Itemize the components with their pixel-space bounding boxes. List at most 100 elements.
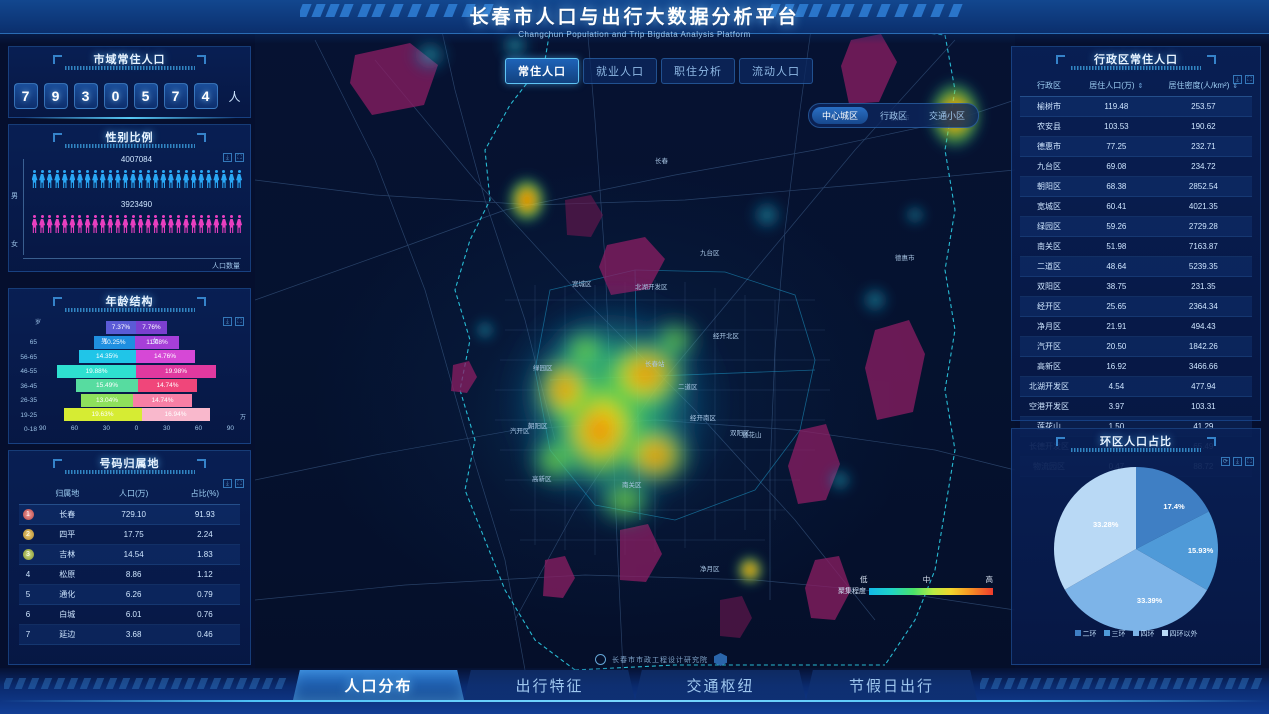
ring-pie-chart[interactable]: 17.4% 15.93% 33.39% 33.28% 二环 三环 四环 四环以外 <box>1012 455 1260 645</box>
pie-slice[interactable] <box>1136 467 1209 549</box>
map-tab-bar[interactable]: 常住人口 就业人口 职住分析 流动人口 <box>505 58 813 84</box>
table-row[interactable]: 空港开发区 3.97 103.31 <box>1020 396 1252 417</box>
download-icon[interactable]: ⤓ <box>223 479 232 488</box>
table-row[interactable]: 榆树市 119.48 253.57 <box>1020 96 1252 117</box>
expand-icon[interactable]: ⛶ <box>235 317 244 326</box>
emblem-icon <box>714 653 727 666</box>
row-density: 3466.66 <box>1154 356 1252 377</box>
legend-swatch <box>1074 630 1081 636</box>
table-row[interactable]: 朝阳区 68.38 2852.54 <box>1020 176 1252 197</box>
pyramid-bar-male: 10.25% <box>94 335 135 349</box>
sort-icon[interactable]: ⇕ <box>1137 83 1144 90</box>
bottom-nav-item[interactable]: 交通枢纽 <box>635 670 806 700</box>
panel-tools-ring[interactable]: ⟳ ⤓ ⛶ <box>1221 457 1254 466</box>
table-row[interactable]: 经开区 25.65 2364.34 <box>1020 296 1252 317</box>
refresh-icon[interactable]: ⟳ <box>1221 457 1230 466</box>
panel-gender-ratio: 性别比例 ⤓ ⛶ 男 女 4007084 3923490 人口数量 <box>8 124 251 272</box>
table-row[interactable]: 南关区 51.98 7163.87 <box>1020 236 1252 257</box>
panel-tools-age[interactable]: ⤓ ⛶ <box>223 317 244 326</box>
decorative-bar <box>1211 678 1224 689</box>
decorative-bar <box>131 678 144 689</box>
panel-tools-district[interactable]: ⤓ ⛶ <box>1233 75 1254 84</box>
row-district: 农安县 <box>1020 116 1078 137</box>
table-row[interactable]: 农安县 103.53 190.62 <box>1020 116 1252 137</box>
map-scope-option[interactable]: 中心城区 <box>812 107 869 124</box>
expand-icon[interactable]: ⛶ <box>235 153 244 162</box>
table-column-header[interactable]: 居住人口(万) ⇕ <box>1078 75 1155 97</box>
table-row[interactable]: 宽城区 60.41 4021.35 <box>1020 196 1252 217</box>
panel-tools-origin[interactable]: ⤓ ⛶ <box>223 479 244 488</box>
pie-legend-item[interactable]: 二环 <box>1074 629 1097 639</box>
download-icon[interactable]: ⤓ <box>223 317 232 326</box>
decorative-bar <box>1055 678 1068 689</box>
row-district: 九台区 <box>1020 156 1078 177</box>
map-tab[interactable]: 常住人口 <box>505 58 579 84</box>
table-row[interactable]: 双阳区 38.75 231.35 <box>1020 276 1252 297</box>
pie-slice[interactable] <box>1136 511 1218 590</box>
pie-slice[interactable] <box>1064 549 1208 631</box>
table-row[interactable]: 3 吉林 14.54 1.83 <box>19 544 240 565</box>
download-icon[interactable]: ⤓ <box>1233 457 1242 466</box>
map-tab[interactable]: 就业人口 <box>583 58 657 84</box>
pie-legend-item[interactable]: 四环以外 <box>1161 629 1198 639</box>
table-row[interactable]: 5 通化 6.26 0.79 <box>19 584 240 605</box>
female-figure-icon <box>76 215 83 237</box>
table-header-row[interactable]: 行政区 居住人口(万) ⇕ 居住密度(人/km²) ⇕ <box>1020 75 1252 97</box>
pie-legend[interactable]: 二环 三环 四环 四环以外 <box>1012 629 1260 639</box>
table-row[interactable]: 4 松原 8.86 1.12 <box>19 564 240 585</box>
bottom-nav-item[interactable]: 人口分布 <box>293 670 464 700</box>
panel-tools-gender[interactable]: ⤓ ⛶ <box>223 153 244 162</box>
table-row[interactable]: 2 四平 17.75 2.24 <box>19 524 240 545</box>
table-row[interactable]: 7 延边 3.68 0.46 <box>19 624 240 645</box>
age-pyramid-chart: 岁 男 女 65 7.37% 7.76% 56-65 10.25% 11.08% 46-55… <box>9 315 250 433</box>
male-figure-icon <box>114 170 121 192</box>
table-row[interactable]: 绿园区 59.26 2729.28 <box>1020 216 1252 237</box>
gender-y-axis <box>23 159 24 255</box>
table-row[interactable]: 汽开区 20.50 1842.26 <box>1020 336 1252 357</box>
decorative-bar <box>92 678 105 689</box>
row-district: 朝阳区 <box>1020 176 1078 197</box>
download-icon[interactable]: ⤓ <box>1233 75 1242 84</box>
sort-icon[interactable]: ⇕ <box>1232 83 1239 90</box>
map-tab[interactable]: 流动人口 <box>739 58 813 84</box>
expand-icon[interactable]: ⛶ <box>1245 75 1254 84</box>
panel-phone-origin: 号码归属地 ⤓ ⛶ 归属地 人口(万) 占比(%) 1 长春 729.10 91.93 2 四… <box>8 450 251 665</box>
male-figure-icon <box>99 170 106 192</box>
table-column-header[interactable]: 居住密度(人/km²) ⇕ <box>1154 75 1252 97</box>
expand-icon[interactable]: ⛶ <box>235 479 244 488</box>
map-tab[interactable]: 职住分析 <box>661 58 735 84</box>
bottom-nav-item[interactable]: 节假日出行 <box>806 670 977 700</box>
pie-slice[interactable] <box>1054 467 1136 590</box>
bottom-nav-item[interactable]: 出行特征 <box>464 670 635 700</box>
female-figure-icon <box>236 215 243 237</box>
map-scope-option[interactable]: 交通小区 <box>929 111 966 121</box>
bottom-nav[interactable]: 人口分布 出行特征 交通枢纽 节假日出行 <box>293 670 977 700</box>
female-figure-icon <box>84 215 91 237</box>
row-place: 松原 <box>37 564 98 585</box>
expand-icon[interactable]: ⛶ <box>1245 457 1254 466</box>
table-row[interactable]: 1 长春 729.10 91.93 <box>19 504 240 525</box>
pie-legend-item[interactable]: 四环 <box>1132 629 1155 639</box>
table-row[interactable]: 净月区 21.91 494.43 <box>1020 316 1252 337</box>
female-figure-icon <box>145 215 152 237</box>
download-icon[interactable]: ⤓ <box>223 153 232 162</box>
table-row[interactable]: 北湖开发区 4.54 477.94 <box>1020 376 1252 397</box>
table-row[interactable]: 高新区 16.92 3466.66 <box>1020 356 1252 377</box>
table-row[interactable]: 6 白城 6.01 0.76 <box>19 604 240 625</box>
decorative-bar <box>209 678 222 689</box>
row-population: 6.26 <box>97 584 170 605</box>
table-row[interactable]: 九台区 69.08 234.72 <box>1020 156 1252 177</box>
map-scope-switch[interactable]: 中心城区 行政区 交通小区 <box>808 103 980 128</box>
table-row[interactable]: 二道区 48.64 5239.35 <box>1020 256 1252 277</box>
decorative-bar <box>40 678 53 689</box>
pie-legend-item[interactable]: 三环 <box>1103 629 1126 639</box>
pyramid-tick: 30 <box>102 424 111 432</box>
map-canvas[interactable] <box>255 0 1015 670</box>
row-district: 双阳区 <box>1020 276 1078 297</box>
row-rank: 7 <box>19 624 37 645</box>
map-scope-option[interactable]: 行政区 <box>880 111 908 121</box>
table-row[interactable]: 德惠市 77.25 232.71 <box>1020 136 1252 157</box>
female-figure-icon <box>54 215 61 237</box>
male-figure-icon <box>46 170 53 192</box>
row-district: 绿园区 <box>1020 216 1078 237</box>
